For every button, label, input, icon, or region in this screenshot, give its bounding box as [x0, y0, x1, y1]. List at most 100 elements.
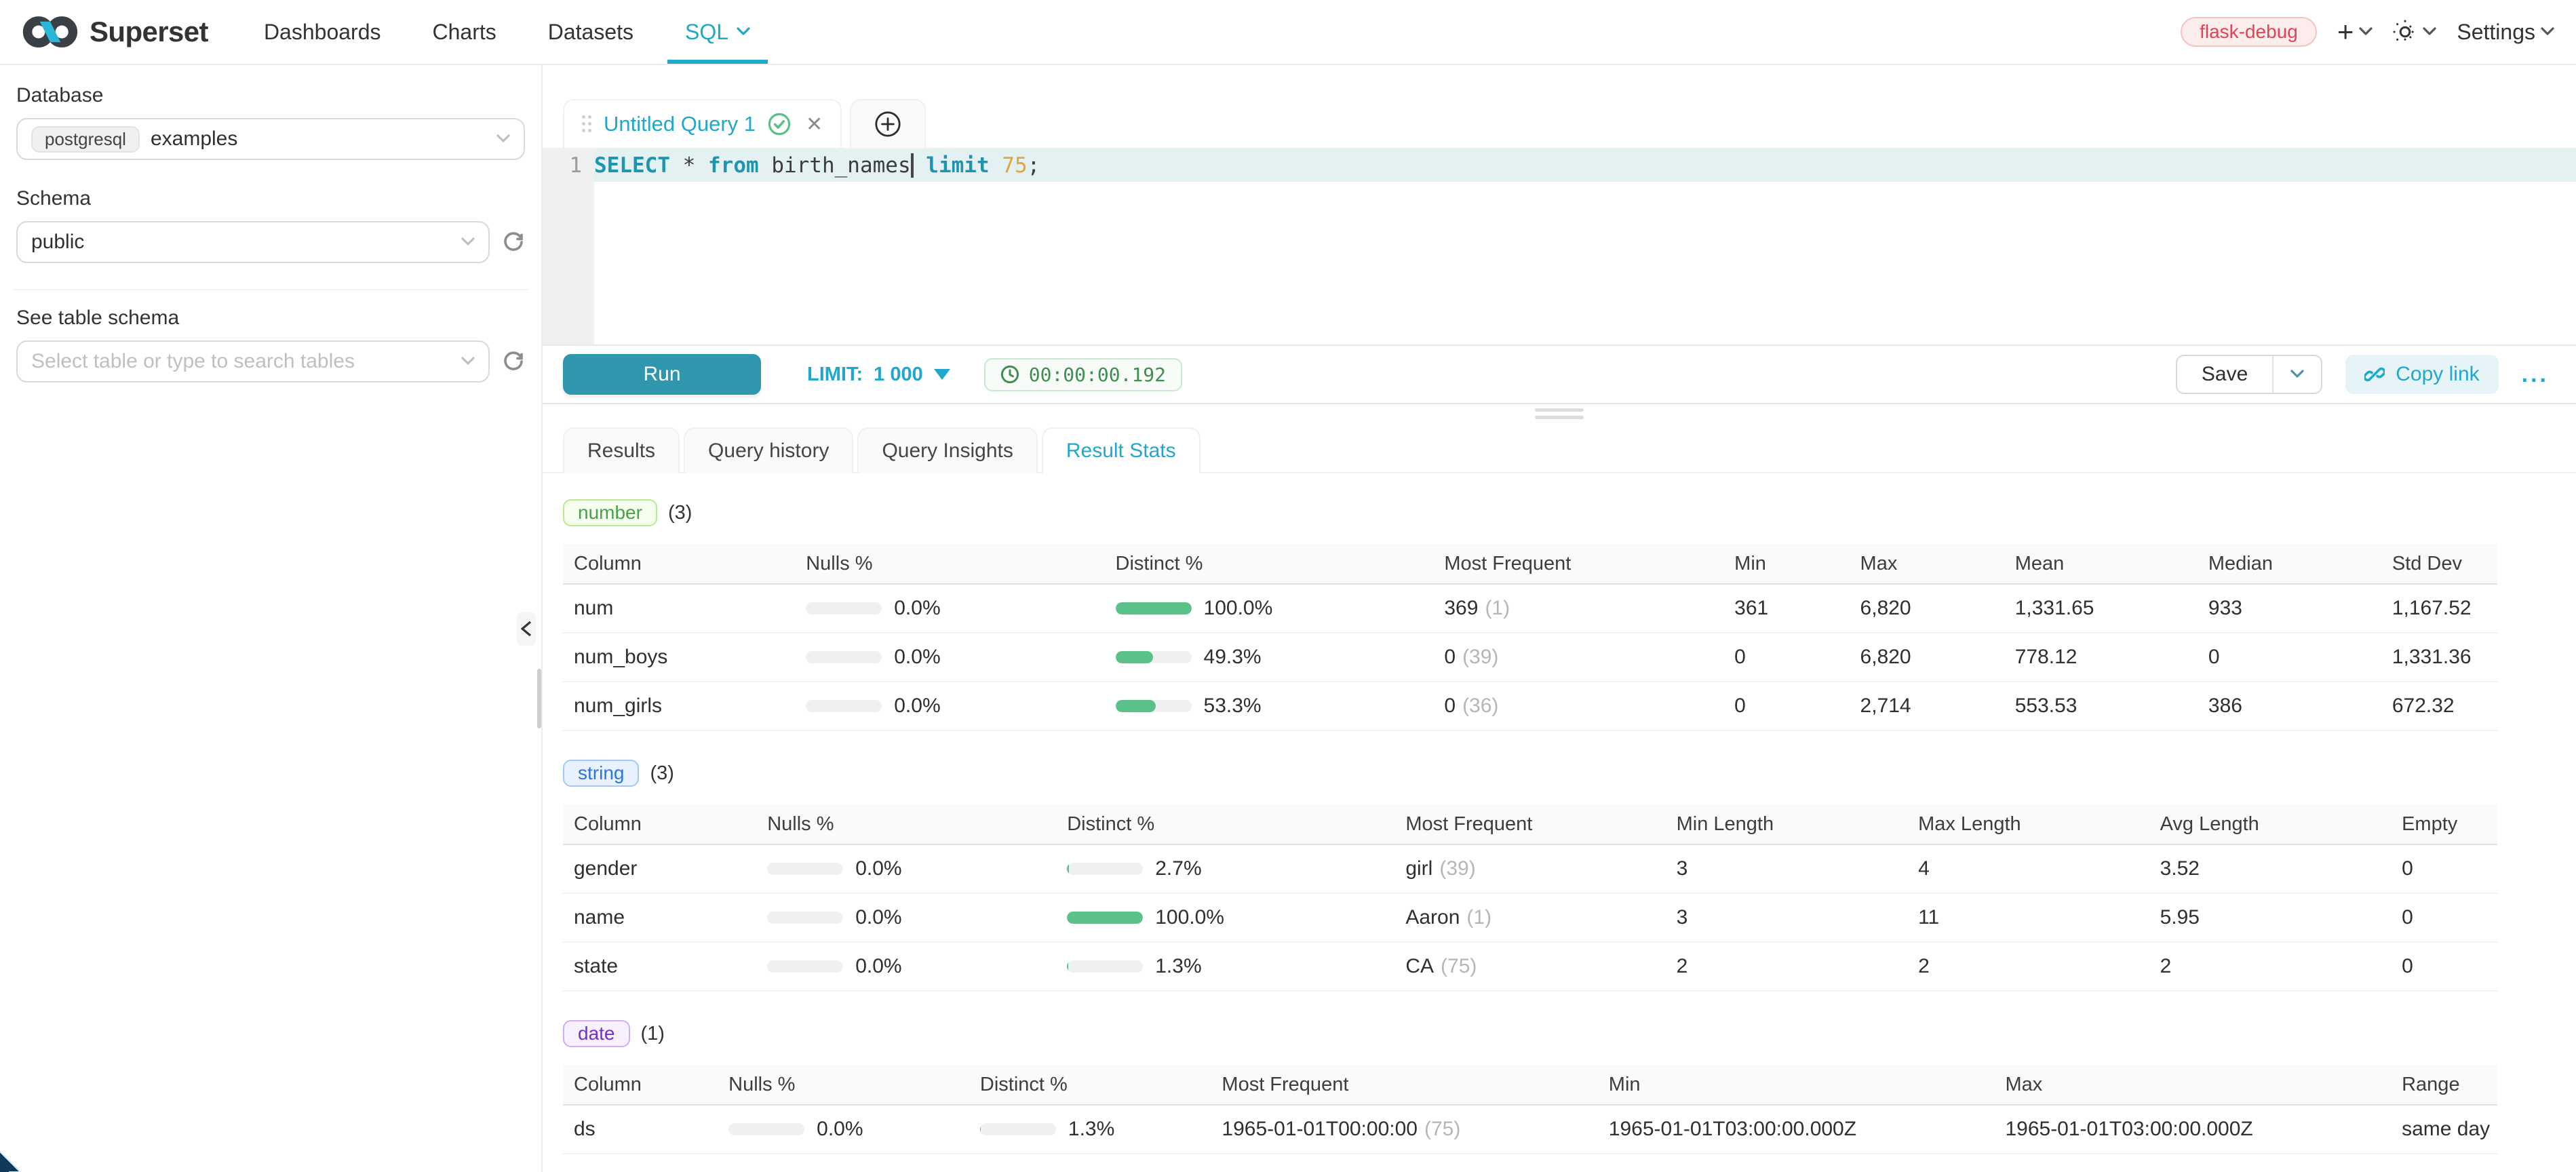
schema-select[interactable]: public	[16, 221, 490, 263]
stat-value-cell: 0	[2391, 857, 2497, 880]
table-select-placeholder: Select table or type to search tables	[31, 350, 355, 373]
new-item-button[interactable]: +	[2337, 18, 2373, 46]
theme-toggle[interactable]	[2393, 20, 2436, 44]
distinct-percent-bar	[1067, 863, 1143, 875]
nulls-percent-bar	[767, 960, 843, 973]
add-query-tab-button[interactable]	[850, 99, 926, 148]
chevron-down-icon	[461, 237, 475, 247]
sidebar-scrollbar[interactable]	[537, 669, 541, 728]
stat-value-cell: 1965-01-01T03:00:00.000Z	[1994, 1118, 2391, 1141]
stat-value-cell: 933	[2198, 597, 2381, 620]
nulls-percent-label: 0.0%	[894, 646, 940, 669]
sidebar-divider	[14, 289, 528, 290]
stat-value-cell: 11	[1907, 906, 2149, 929]
superset-logo[interactable]: Superset	[22, 14, 208, 50]
nav-item-label: Dashboards	[264, 20, 381, 45]
stat-value-cell: 386	[2198, 695, 2381, 718]
stat-value-cell: 2	[1907, 955, 2149, 978]
more-actions-button[interactable]: ...	[2522, 362, 2549, 388]
limit-value: 1 000	[874, 364, 923, 386]
sql-token	[990, 149, 1002, 182]
table-header-cell: Max	[1850, 553, 2004, 575]
stat-value-cell: 1,167.52	[2381, 597, 2497, 620]
results-tab-results[interactable]: Results	[563, 427, 680, 473]
nav-item-dashboards[interactable]: Dashboards	[238, 0, 407, 64]
table-header-cell: Nulls %	[718, 1074, 969, 1096]
nav-item-charts[interactable]: Charts	[406, 0, 522, 64]
distinct-percent: 1.3%	[1056, 955, 1394, 978]
distinct-percent-label: 100.0%	[1204, 597, 1273, 620]
query-timer: 00:00:00.192	[984, 358, 1182, 391]
limit-dropdown[interactable]: LIMIT: 1 000	[807, 364, 950, 386]
most-frequent-value: girl	[1405, 857, 1432, 880]
close-tab-icon[interactable]: ✕	[806, 113, 823, 136]
distinct-percent-bar	[980, 1123, 1056, 1135]
table-header-cell: Column	[563, 1074, 718, 1096]
copy-link-button[interactable]: Copy link	[2345, 355, 2498, 394]
pane-resize-handle[interactable]	[543, 404, 2576, 423]
nulls-percent: 0.0%	[795, 646, 1104, 669]
nav-item-sql[interactable]: SQL	[659, 0, 776, 64]
refresh-icon[interactable]	[502, 350, 525, 373]
stats-table-number: ColumnNulls %Distinct %Most FrequentMinM…	[563, 544, 2497, 731]
copy-link-label: Copy link	[2396, 363, 2479, 386]
sql-token	[695, 149, 708, 182]
editor-code-area[interactable]: SELECT * from birth_names limit 75;	[594, 149, 2576, 345]
drag-handle-icon[interactable]	[582, 115, 591, 133]
collapse-sidebar-button[interactable]	[517, 612, 536, 646]
section-header: date(1)	[563, 1020, 2497, 1047]
most-frequent-value: 0	[1444, 695, 1456, 718]
database-select[interactable]: postgresql examples	[16, 118, 525, 160]
query-editor-tab[interactable]: Untitled Query 1 ✕	[563, 99, 842, 148]
table-header-cell: Column	[563, 813, 756, 836]
distinct-percent: 1.3%	[969, 1118, 1211, 1141]
nav-item-label: SQL	[685, 20, 728, 45]
table-header-cell: Empty	[2391, 813, 2497, 836]
table-row: ds0.0%1.3%1965-01-01T00:00:00(75)1965-01…	[563, 1106, 2497, 1154]
nav-item-datasets[interactable]: Datasets	[522, 0, 659, 64]
most-frequent-value: CA	[1405, 955, 1434, 978]
line-number: 1	[543, 149, 582, 182]
schema-value: public	[31, 231, 84, 254]
stat-value-cell: 3	[1666, 906, 1908, 929]
results-tab-query-insights[interactable]: Query Insights	[857, 427, 1037, 473]
nulls-percent-label: 0.0%	[855, 955, 901, 978]
save-button[interactable]: Save	[2177, 356, 2272, 393]
table-header-cell: Most Frequent	[1394, 813, 1665, 836]
stat-value-cell: 0	[2391, 955, 2497, 978]
database-value: examples	[151, 128, 237, 151]
most-frequent-value: 0	[1444, 646, 1456, 669]
most-frequent-cell: CA(75)	[1394, 955, 1665, 978]
sql-code-line[interactable]: SELECT * from birth_names limit 75;	[594, 149, 2576, 182]
results-tab-query-history[interactable]: Query history	[684, 427, 853, 473]
results-tab-result-stats[interactable]: Result Stats	[1042, 427, 1201, 473]
column-name-cell: num_boys	[563, 646, 795, 669]
nulls-percent: 0.0%	[795, 695, 1104, 718]
distinct-percent-label: 2.7%	[1155, 857, 1201, 880]
settings-menu[interactable]: Settings	[2457, 20, 2554, 45]
link-icon	[2364, 364, 2385, 385]
nulls-percent-bar	[806, 651, 882, 663]
distinct-percent: 53.3%	[1105, 695, 1434, 718]
save-options-button[interactable]	[2272, 356, 2321, 393]
table-header-cell: Distinct %	[1056, 813, 1394, 836]
table-header-cell: Distinct %	[1105, 553, 1434, 575]
nulls-percent-label: 0.0%	[855, 906, 901, 929]
column-count: (1)	[641, 1023, 665, 1045]
refresh-icon[interactable]	[502, 231, 525, 254]
stat-value-cell: 553.53	[2004, 695, 2198, 718]
stat-value-cell: 6,820	[1850, 646, 2004, 669]
success-check-icon	[768, 113, 791, 136]
stat-value-cell: 2	[1666, 955, 1908, 978]
save-split-button: Save	[2176, 355, 2322, 394]
active-tab-underline	[667, 60, 768, 64]
schema-label: Schema	[16, 187, 525, 210]
stats-section-date: date(1)ColumnNulls %Distinct %Most Frequ…	[563, 1020, 2497, 1154]
run-button[interactable]: Run	[563, 354, 761, 395]
table-select[interactable]: Select table or type to search tables	[16, 340, 490, 383]
sql-editor[interactable]: 1 SELECT * from birth_names limit 75;	[543, 149, 2576, 345]
superset-infinity-icon	[22, 14, 79, 50]
editor-toolbar: Run LIMIT: 1 000 00:00:00.192 Save	[543, 345, 2576, 404]
stat-value-cell: 0	[2198, 646, 2381, 669]
chevron-down-icon	[2541, 27, 2554, 37]
